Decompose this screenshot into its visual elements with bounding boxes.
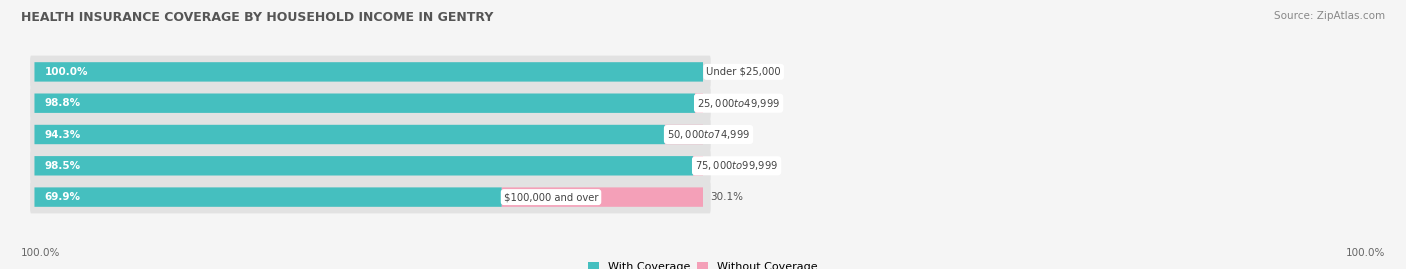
Text: 5.7%: 5.7%	[710, 129, 737, 140]
Text: Source: ZipAtlas.com: Source: ZipAtlas.com	[1274, 11, 1385, 21]
FancyBboxPatch shape	[665, 125, 703, 144]
Text: 30.1%: 30.1%	[710, 192, 742, 202]
FancyBboxPatch shape	[35, 187, 502, 207]
Text: 98.5%: 98.5%	[45, 161, 80, 171]
Text: 69.9%: 69.9%	[45, 192, 80, 202]
Text: $75,000 to $99,999: $75,000 to $99,999	[695, 159, 778, 172]
Text: 0.0%: 0.0%	[710, 67, 735, 77]
FancyBboxPatch shape	[693, 156, 703, 175]
FancyBboxPatch shape	[502, 187, 703, 207]
Text: $100,000 and over: $100,000 and over	[503, 192, 599, 202]
Text: 98.8%: 98.8%	[45, 98, 80, 108]
Text: $50,000 to $74,999: $50,000 to $74,999	[666, 128, 751, 141]
Text: 100.0%: 100.0%	[21, 248, 60, 258]
FancyBboxPatch shape	[30, 56, 710, 88]
FancyBboxPatch shape	[695, 94, 703, 113]
Text: 100.0%: 100.0%	[1346, 248, 1385, 258]
FancyBboxPatch shape	[30, 118, 710, 151]
Text: 1.5%: 1.5%	[710, 161, 737, 171]
Legend: With Coverage, Without Coverage: With Coverage, Without Coverage	[585, 259, 821, 269]
FancyBboxPatch shape	[30, 150, 710, 182]
FancyBboxPatch shape	[30, 87, 710, 119]
Text: 94.3%: 94.3%	[45, 129, 80, 140]
Text: HEALTH INSURANCE COVERAGE BY HOUSEHOLD INCOME IN GENTRY: HEALTH INSURANCE COVERAGE BY HOUSEHOLD I…	[21, 11, 494, 24]
Text: $25,000 to $49,999: $25,000 to $49,999	[697, 97, 780, 110]
FancyBboxPatch shape	[30, 181, 710, 213]
Text: 1.2%: 1.2%	[710, 98, 737, 108]
Text: 100.0%: 100.0%	[45, 67, 89, 77]
FancyBboxPatch shape	[35, 62, 703, 82]
FancyBboxPatch shape	[35, 94, 695, 113]
Text: Under $25,000: Under $25,000	[706, 67, 780, 77]
FancyBboxPatch shape	[35, 125, 665, 144]
FancyBboxPatch shape	[35, 156, 693, 175]
